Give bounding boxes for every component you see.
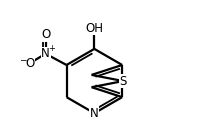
- Text: N: N: [90, 107, 99, 120]
- Text: −: −: [19, 55, 27, 64]
- Text: S: S: [119, 75, 127, 87]
- Text: OH: OH: [85, 22, 103, 34]
- Text: N: N: [41, 47, 50, 60]
- Text: O: O: [25, 57, 34, 70]
- Text: +: +: [48, 44, 55, 53]
- Text: O: O: [41, 28, 50, 41]
